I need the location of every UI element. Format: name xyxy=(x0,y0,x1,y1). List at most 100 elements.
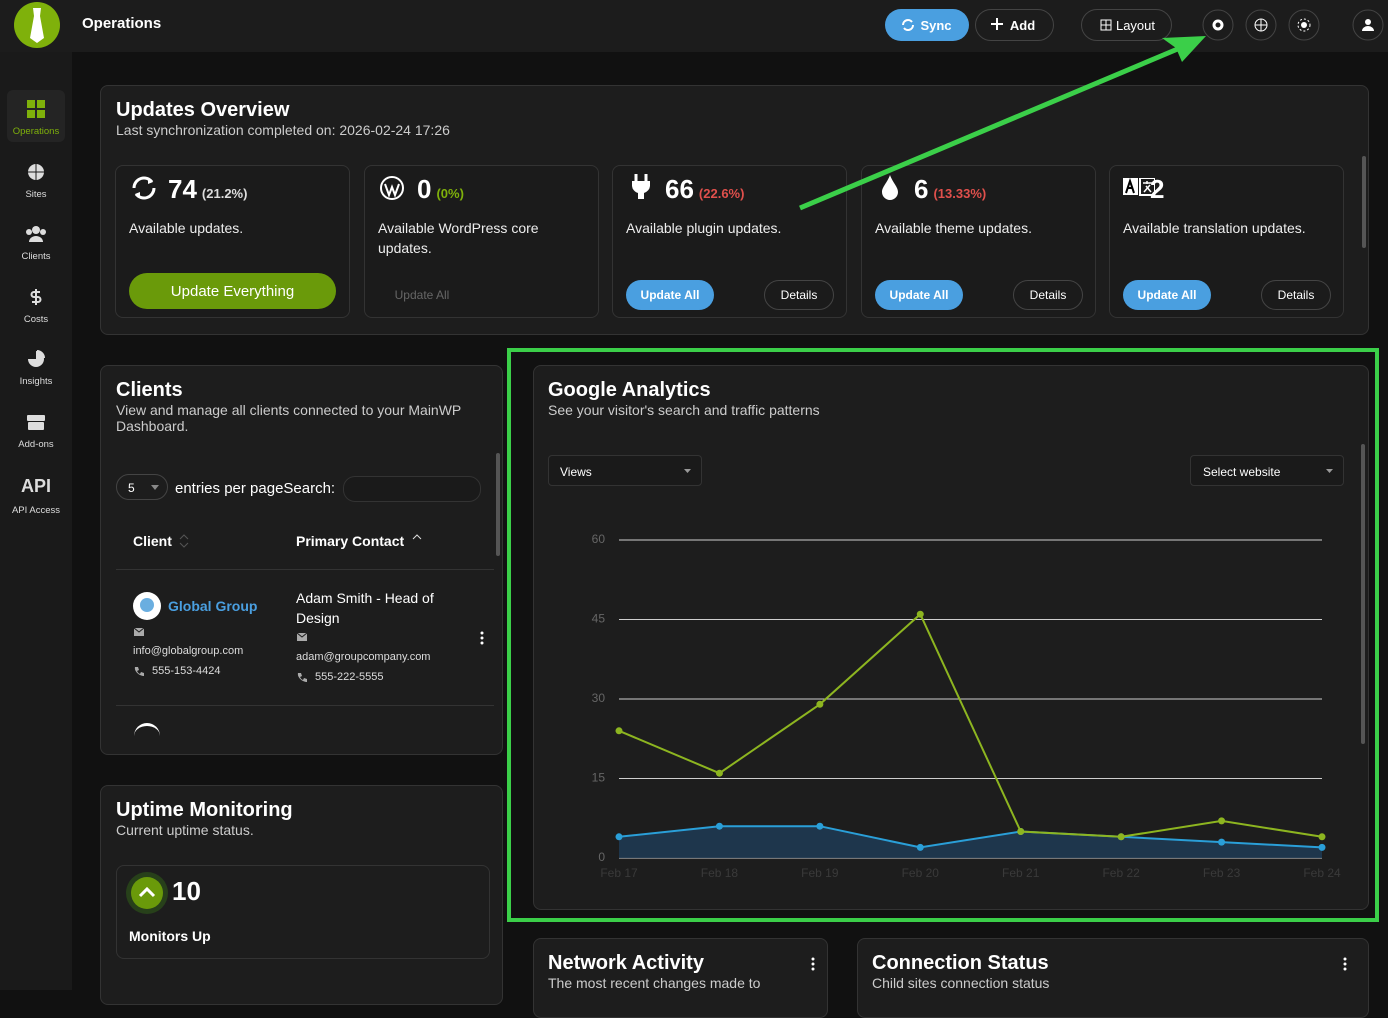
point xyxy=(1318,833,1326,841)
contact-name: Adam Smith - Head of Design xyxy=(296,590,434,626)
divider xyxy=(116,705,494,706)
icon-buttons[interactable] xyxy=(1196,4,1386,48)
details-button[interactable]: Details xyxy=(1261,280,1331,310)
count: 6 (13.33%) xyxy=(914,174,986,205)
plus-icon xyxy=(991,18,1003,30)
layout-button[interactable]: Layout xyxy=(1081,9,1172,41)
update-all-button[interactable]: Update All xyxy=(626,280,714,310)
card-title: Uptime Monitoring xyxy=(116,799,293,821)
card-subtitle: View and manage all clients connected to… xyxy=(116,402,462,434)
update-all-button[interactable]: Update All xyxy=(1123,280,1211,310)
website-select[interactable]: Select website xyxy=(1190,455,1344,486)
active-highlight xyxy=(7,90,65,142)
count-value: 6 xyxy=(914,174,929,204)
users-icon xyxy=(26,226,46,242)
card-subtitle: Child sites connection status xyxy=(872,975,1050,991)
search-input[interactable] xyxy=(343,476,481,502)
details-button[interactable]: Details xyxy=(1013,280,1083,310)
count-value: 66 xyxy=(665,174,694,204)
sort-icons[interactable] xyxy=(412,533,422,549)
metric-select[interactable]: Views xyxy=(548,455,702,486)
card-subtitle: Current uptime status. xyxy=(116,822,254,838)
api-icon: API xyxy=(20,476,51,496)
point xyxy=(715,822,723,830)
y-tick-label: 60 xyxy=(592,532,606,546)
entries-select[interactable]: 5 xyxy=(116,474,168,500)
sort-icons[interactable] xyxy=(179,533,189,549)
count: 0 (0%) xyxy=(417,174,464,205)
nav-item[interactable]: Add-ons xyxy=(18,439,54,450)
card-label: Available theme updates. xyxy=(875,220,1032,236)
count-value: 2 xyxy=(1150,174,1165,204)
drop-icon xyxy=(882,175,898,200)
point xyxy=(816,700,824,708)
nav-item[interactable]: Sites xyxy=(25,189,47,200)
y-tick-label: 0 xyxy=(598,850,605,864)
card-label: Available WordPress core updates. xyxy=(378,220,539,256)
nav-item[interactable]: Costs xyxy=(23,314,49,325)
point xyxy=(816,822,824,830)
network-card: Network Activity The most recent changes… xyxy=(533,938,828,1018)
point xyxy=(916,843,924,851)
card-label: Available translation updates. xyxy=(1123,220,1306,236)
point xyxy=(1218,817,1226,825)
update-everything-button[interactable]: Update Everything xyxy=(129,273,336,309)
contact-phone: 555-222-5555 xyxy=(315,671,384,683)
update-all-button[interactable]: Update All xyxy=(394,288,450,302)
point xyxy=(1017,828,1025,835)
update-card: 2 Available translation updates. Update … xyxy=(1109,165,1344,318)
nav-item[interactable]: Operations xyxy=(12,126,60,137)
point xyxy=(715,769,723,777)
card-subtitle: See your visitor's search and traffic pa… xyxy=(548,402,820,418)
connection-card: Connection Status Child sites connection… xyxy=(857,938,1369,1018)
x-tick-label: Feb 20 xyxy=(902,866,940,880)
box-icon xyxy=(27,415,45,430)
contact-email: adam@groupcompany.com xyxy=(296,651,431,663)
y-tick-label: 30 xyxy=(592,691,606,705)
row-menu[interactable] xyxy=(479,631,485,645)
card-menu[interactable] xyxy=(810,957,816,971)
logo[interactable] xyxy=(14,2,62,50)
add-button[interactable]: Add xyxy=(975,9,1054,41)
card-menu[interactable] xyxy=(1342,957,1348,971)
nav-item[interactable]: Clients xyxy=(21,251,51,262)
point xyxy=(1117,833,1125,841)
column-header[interactable]: Primary Contact xyxy=(296,533,405,549)
scrollbar xyxy=(1362,156,1366,248)
percent: (0%) xyxy=(436,186,464,201)
monitor-box xyxy=(116,865,490,959)
card-label: Available plugin updates. xyxy=(626,220,782,236)
point xyxy=(615,727,623,735)
clients-card: Clients View and manage all clients conn… xyxy=(100,365,503,755)
x-tick-label: Feb 21 xyxy=(1002,866,1040,880)
uptime-card: Uptime Monitoring Current uptime status.… xyxy=(100,785,503,1005)
up-icon xyxy=(126,872,168,914)
percent: (21.2%) xyxy=(201,186,248,201)
client-name[interactable]: Global Group xyxy=(168,598,258,614)
count: 74 (21.2%) xyxy=(168,174,247,205)
x-tick-label: Feb 22 xyxy=(1102,866,1140,880)
line xyxy=(618,612,1323,838)
point xyxy=(1218,838,1226,846)
sidebar: Operations Sites Clients Costs Insights … xyxy=(0,52,72,990)
details-button[interactable]: Details xyxy=(764,280,834,310)
card-subtitle: Last synchronization completed on: 2026-… xyxy=(116,122,450,138)
caret xyxy=(151,485,159,490)
percent: (22.6%) xyxy=(698,186,745,201)
sync-button[interactable]: Sync xyxy=(885,9,969,41)
nav-item[interactable]: API Access xyxy=(11,505,61,516)
search-label: Search: xyxy=(283,480,336,497)
column-header[interactable]: Client xyxy=(133,533,172,549)
divider xyxy=(116,569,494,570)
count: 2 xyxy=(1150,174,1164,205)
update-all-button[interactable]: Update All xyxy=(875,280,963,310)
mail-icon xyxy=(134,628,144,636)
phone-icon xyxy=(134,667,144,676)
x-tick-label: Feb 17 xyxy=(600,866,638,880)
x-tick-label: Feb 24 xyxy=(1303,866,1341,880)
nav-item[interactable]: Insights xyxy=(19,376,53,387)
count: 66 (22.6%) xyxy=(665,174,744,205)
phone-icon xyxy=(297,673,307,682)
card-label: Available updates. xyxy=(129,220,244,236)
